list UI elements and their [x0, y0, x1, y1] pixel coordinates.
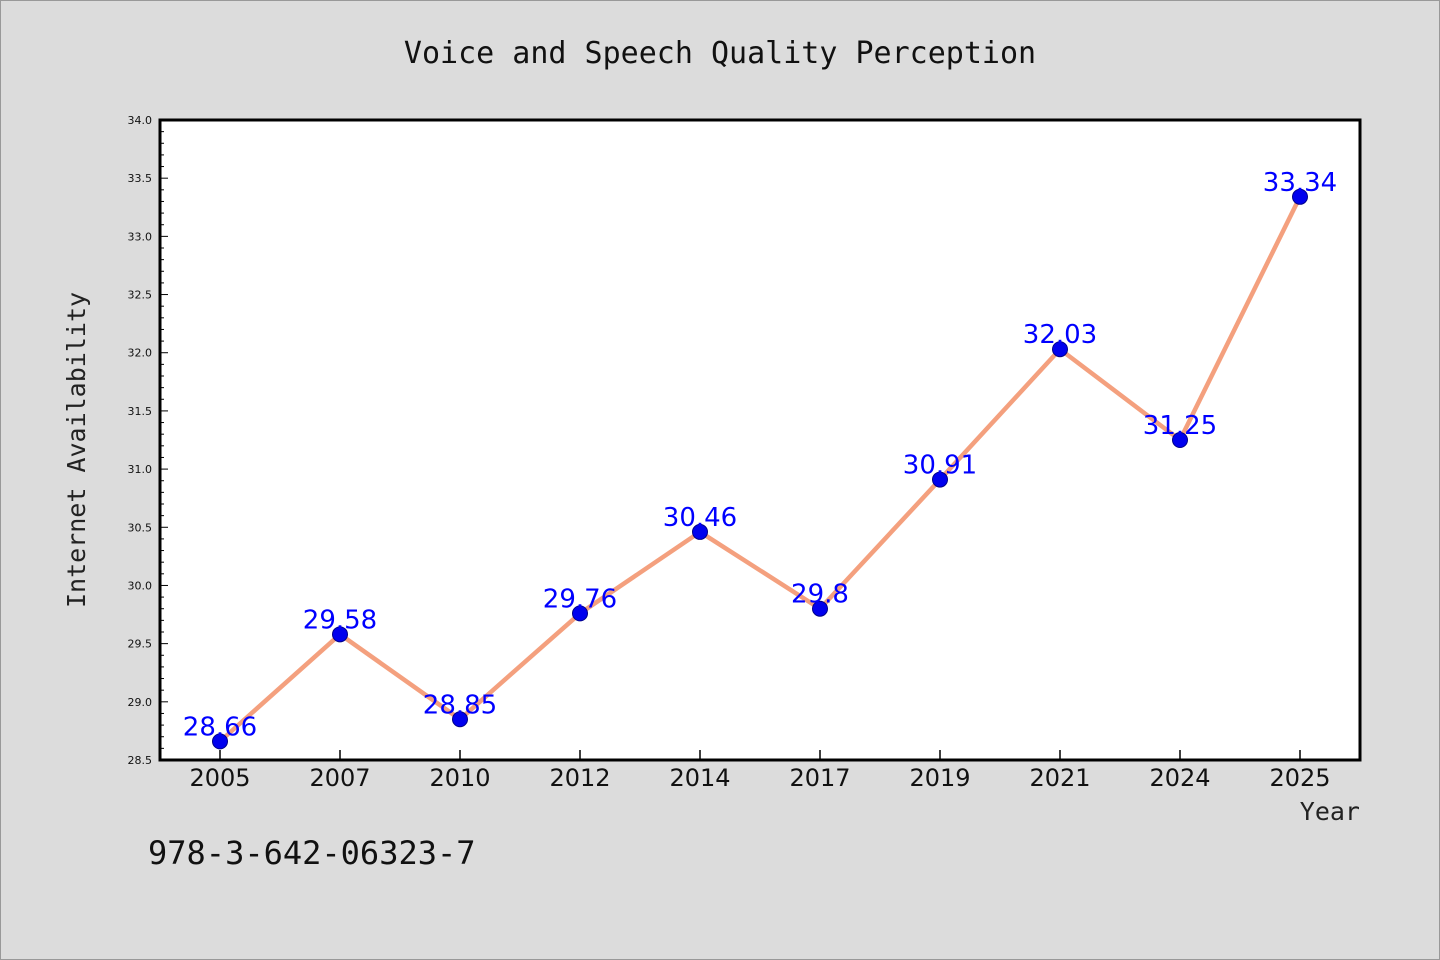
x-tick-label: 2021 [1029, 764, 1090, 792]
data-point [572, 605, 588, 622]
y-tick-label: 31.0 [128, 463, 153, 476]
y-tick-label: 29.0 [128, 696, 153, 709]
y-tick-label: 31.5 [128, 405, 153, 418]
isbn-text: 978-3-642-06323-7 [148, 834, 476, 872]
data-point [1052, 341, 1068, 358]
data-point [812, 600, 828, 617]
y-tick-label: 29.5 [128, 638, 153, 651]
x-axis: 2005 2007 2010 2012 2014 2017 2019 2021 2024 2025 [189, 750, 1331, 792]
x-tick-label: 2012 [549, 764, 610, 792]
data-label: 32.03 [1023, 320, 1097, 350]
plot-area [158, 118, 1362, 762]
data-point [1292, 188, 1308, 205]
y-tick-label: 32.5 [128, 289, 153, 302]
series-layer [212, 188, 1308, 750]
data-label: 28.85 [423, 690, 497, 720]
x-tick-label: 2010 [429, 764, 490, 792]
data-point [332, 626, 348, 643]
x-tick-label: 2024 [1149, 764, 1210, 792]
y-tick-label: 34.0 [128, 114, 153, 127]
data-point [692, 523, 708, 540]
x-tick-label: 2005 [189, 764, 250, 792]
data-label: 30.91 [903, 451, 977, 481]
y-tick-label: 33.0 [128, 230, 153, 243]
data-label: 29.58 [303, 605, 377, 635]
data-label-layer: 28.66 29.58 28.85 29.76 30.46 29.8 30.91 32.03 3… [183, 168, 1337, 743]
x-tick-label: 2025 [1269, 764, 1330, 792]
y-axis-label: Internet Availability [62, 292, 91, 608]
data-label: 29.8 [791, 580, 849, 610]
y-tick-label: 33.5 [128, 172, 153, 185]
data-point [932, 471, 948, 488]
data-label: 33.34 [1263, 168, 1337, 198]
y-tick-label: 32.0 [128, 347, 153, 360]
x-tick-label: 2007 [309, 764, 370, 792]
data-label: 28.66 [183, 712, 257, 742]
y-tick-label: 30.5 [128, 521, 153, 534]
data-label: 30.46 [663, 503, 737, 533]
x-tick-label: 2014 [669, 764, 730, 792]
y-tick-label: 28.5 [128, 754, 153, 767]
series-line [217, 194, 1303, 744]
data-point [212, 733, 228, 750]
x-tick-label: 2017 [789, 764, 850, 792]
x-axis-label: Year [1300, 797, 1360, 826]
data-point [452, 711, 468, 728]
data-label: 31.25 [1143, 411, 1217, 441]
x-tick-label: 2019 [909, 764, 970, 792]
y-tick-label: 30.0 [128, 579, 153, 592]
chart-title: Voice and Speech Quality Perception [404, 36, 1036, 71]
data-point [1172, 432, 1188, 448]
data-label: 29.76 [543, 584, 617, 614]
y-axis: 28.5 29.0 29.5 30.0 30.5 31.0 31.5 32.0 32.5 33.0… [128, 114, 168, 767]
